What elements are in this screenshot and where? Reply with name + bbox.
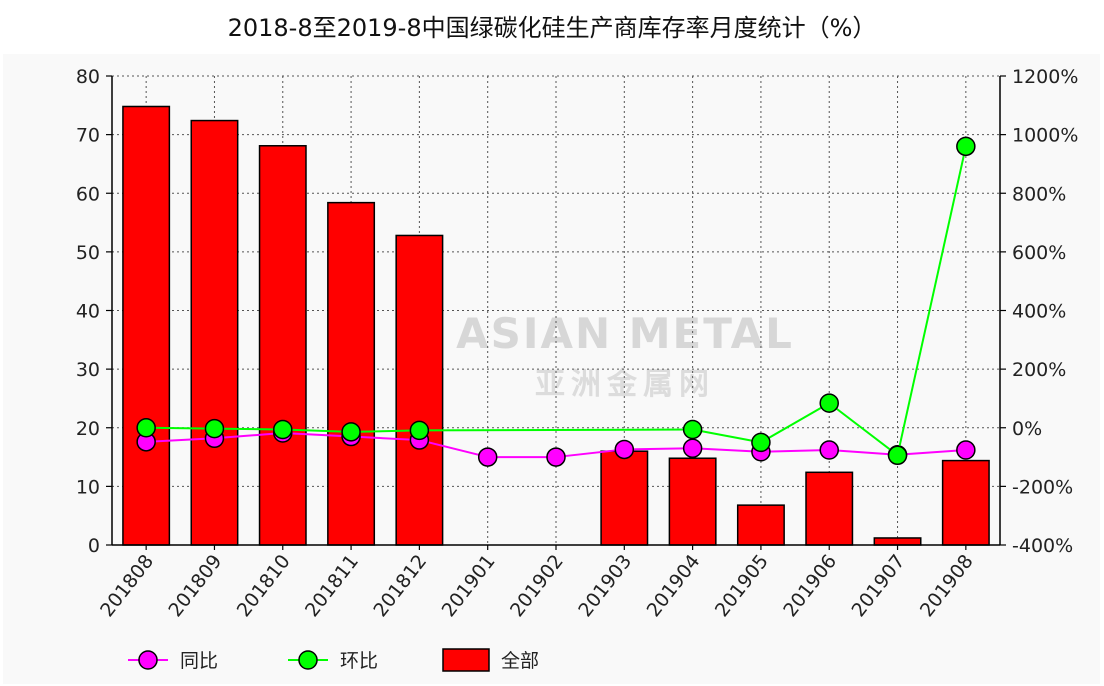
data-point bbox=[682, 419, 703, 440]
data-point bbox=[409, 420, 430, 441]
data-point bbox=[887, 445, 908, 466]
legend-swatch bbox=[442, 648, 490, 672]
chart-title: 2018-8至2019-8中国绿碳化硅生产商库存率月度统计（%） bbox=[227, 14, 877, 42]
data-point bbox=[614, 439, 635, 460]
right-tick-label: -200% bbox=[1012, 476, 1073, 498]
right-tick-label: 600% bbox=[1012, 242, 1066, 264]
series-line-segment bbox=[214, 427, 283, 431]
series-line-segment bbox=[282, 428, 352, 433]
legend-marker bbox=[138, 650, 158, 670]
bar bbox=[668, 457, 717, 546]
series-line-segment bbox=[760, 449, 830, 453]
data-point bbox=[682, 438, 703, 459]
series-line-segment bbox=[419, 439, 488, 459]
data-point bbox=[341, 422, 361, 442]
left-tick-label: 80 bbox=[76, 66, 100, 88]
right-tick-label: 400% bbox=[1012, 301, 1066, 323]
bar bbox=[395, 234, 444, 546]
watermark-zh: 亚洲金属网 bbox=[535, 367, 715, 402]
bar bbox=[327, 201, 376, 546]
right-tick-label: 1200% bbox=[1012, 66, 1078, 88]
bar bbox=[736, 504, 785, 546]
legend-label: 全部 bbox=[501, 650, 539, 672]
data-point bbox=[546, 447, 566, 467]
data-point bbox=[136, 418, 156, 438]
watermark: ASIAN METAL 亚洲金属网 bbox=[456, 309, 794, 402]
series-line-segment bbox=[214, 432, 283, 440]
left-tick-label: 40 bbox=[76, 301, 100, 323]
series-line-segment bbox=[351, 435, 420, 442]
data-point bbox=[273, 419, 293, 440]
data-point bbox=[477, 447, 498, 467]
series-line-segment bbox=[146, 437, 215, 443]
data-point bbox=[956, 136, 976, 157]
bar bbox=[258, 145, 307, 546]
series-line-segment bbox=[692, 447, 761, 453]
right-tick-label: 1000% bbox=[1012, 125, 1078, 147]
left-tick-label: 60 bbox=[76, 183, 100, 205]
bar bbox=[805, 471, 854, 546]
right-tick-label: 0% bbox=[1012, 418, 1042, 440]
right-tick-label: -400% bbox=[1012, 535, 1073, 557]
series-line-segment bbox=[146, 426, 215, 430]
bar-series bbox=[122, 105, 990, 546]
line-series bbox=[136, 136, 976, 467]
series-line-segment bbox=[624, 447, 693, 451]
series-line-segment bbox=[828, 402, 899, 457]
watermark-en: ASIAN METAL bbox=[456, 309, 794, 358]
bar bbox=[941, 459, 990, 546]
legend-label: 环比 bbox=[340, 650, 378, 672]
left-tick-label: 30 bbox=[76, 359, 100, 381]
legend-marker bbox=[298, 650, 318, 670]
series-line-segment bbox=[692, 428, 762, 444]
series-line-segment bbox=[419, 428, 693, 432]
legend: 同比 环比 全部 bbox=[128, 648, 539, 672]
series-line-segment bbox=[282, 432, 352, 438]
series-line-segment bbox=[896, 146, 967, 456]
bar bbox=[873, 537, 922, 546]
legend-label: 同比 bbox=[180, 650, 218, 672]
bar bbox=[600, 450, 649, 546]
bar bbox=[122, 105, 171, 546]
left-tick-label: 50 bbox=[76, 242, 100, 264]
left-tick-label: 20 bbox=[76, 418, 100, 440]
data-point bbox=[956, 440, 976, 460]
left-tick-label: 70 bbox=[76, 125, 100, 147]
series-line-segment bbox=[351, 429, 420, 433]
series-line-segment bbox=[829, 449, 898, 456]
right-tick-label: 800% bbox=[1012, 183, 1066, 205]
right-tick-label: 200% bbox=[1012, 359, 1066, 381]
series-line-segment bbox=[555, 448, 625, 459]
left-tick-label: 10 bbox=[76, 476, 100, 498]
data-point bbox=[819, 393, 839, 413]
data-point bbox=[819, 440, 839, 460]
data-point bbox=[751, 432, 771, 453]
bar bbox=[190, 119, 239, 546]
data-point bbox=[204, 418, 225, 439]
series-line-segment bbox=[760, 402, 830, 444]
left-tick-label: 0 bbox=[88, 535, 100, 557]
series-line-segment bbox=[897, 449, 966, 456]
